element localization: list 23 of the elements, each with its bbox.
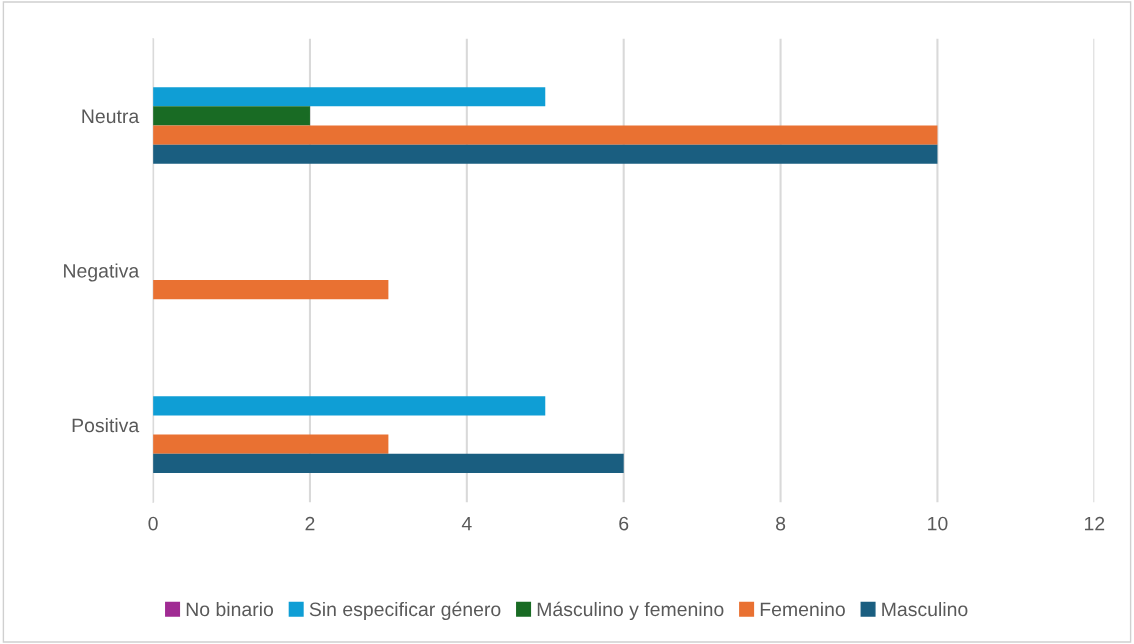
legend-label: Sin especificar género: [309, 601, 501, 621]
x-tick-label: 8: [776, 516, 786, 531]
bar: [153, 87, 546, 107]
bar: [153, 396, 546, 416]
legend-label: Femenino: [760, 601, 845, 617]
legend-label: Másculino y femenino: [537, 601, 724, 621]
y-tick-label: Neutra: [82, 109, 140, 124]
y-tick-label: Positiva: [72, 417, 140, 433]
bar: [153, 453, 624, 473]
x-tick-label: 2: [305, 516, 315, 531]
bar: [153, 106, 310, 126]
bar: [153, 434, 389, 454]
x-tick-label: 10: [928, 516, 948, 531]
bar: [153, 144, 938, 164]
legend-label: No binario: [186, 601, 274, 617]
x-tick-label: 6: [619, 516, 629, 531]
legend-label: Masculino: [882, 601, 968, 617]
x-tick-label: 12: [1084, 516, 1105, 531]
bar: [153, 280, 389, 300]
x-tick-label: 4: [461, 516, 472, 531]
bar: [153, 125, 938, 145]
x-tick-label: 0: [148, 516, 158, 531]
y-tick-label: Negativa: [64, 263, 140, 282]
